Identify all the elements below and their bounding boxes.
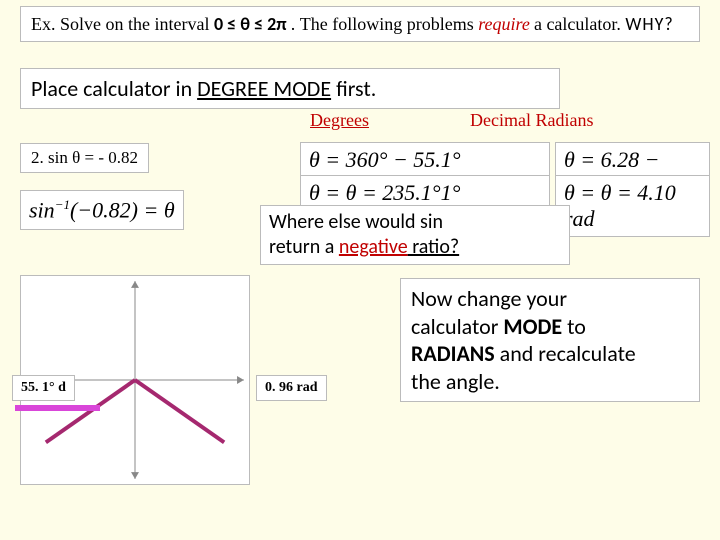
why-text: WHY? [625, 13, 673, 35]
require-word: require [478, 14, 530, 34]
eq-radians-result: θ = θ = 4.10 rad [555, 175, 710, 237]
example-text-suffix: a calculator. [534, 14, 625, 34]
degree-mode-instruction: Place calculator in DEGREE MODE first. [20, 68, 560, 109]
sin-arg: (−0.82) = θ [70, 197, 175, 222]
now-radians: RADIANS [411, 340, 495, 367]
now-l1: Now change your [411, 285, 567, 312]
degree-post: first. [336, 75, 376, 102]
example-text-mid: . The following problems [291, 14, 478, 34]
angle-arm-q4 [135, 380, 224, 442]
arrow-right [237, 376, 244, 384]
example-interval: 0 ≤ θ ≤ 2π [214, 13, 287, 35]
arrow-up [131, 281, 139, 288]
sin-text: sin [29, 197, 55, 222]
inverse-sin-equation: sin−1(−0.82) = θ [20, 190, 184, 230]
mode-change-instruction: Now change your calculator MODE to RADIA… [400, 278, 700, 402]
degree-pre: Place calculator in [31, 75, 197, 102]
negative-word: negative [339, 235, 408, 259]
degree-bold: DEGREE MODE [197, 75, 331, 102]
now-mode: MODE [503, 313, 562, 340]
where-line2-pre: return a [269, 235, 339, 259]
degrees-column-label: Degrees [310, 110, 369, 131]
now-l4: the angle. [411, 368, 500, 395]
where-line1: Where else would sin [269, 210, 443, 234]
angle-label-degrees: 55. 1° d [12, 375, 75, 401]
example-text-prefix: Ex. Solve on the interval [31, 14, 214, 34]
now-l2-pre: calculator [411, 313, 503, 340]
angle-label-radians: 0. 96 rad [256, 375, 327, 401]
eq-degrees-subtraction: θ = 360° − 55.1° [300, 142, 550, 178]
example-header: Ex. Solve on the interval 0 ≤ θ ≤ 2π . T… [20, 6, 700, 42]
highlight-underline [15, 405, 100, 411]
radians-column-label: Decimal Radians [470, 110, 593, 131]
now-l3-post: and recalculate [500, 340, 636, 367]
where-question: Where else would sin return a negative r… [260, 205, 570, 265]
problem-statement: 2. sin θ = - 0.82 [20, 143, 149, 173]
sin-exponent: −1 [55, 197, 70, 212]
where-line2-post: ratio? [408, 235, 459, 259]
now-l2-post: to [567, 313, 586, 340]
arrow-down [131, 472, 139, 479]
